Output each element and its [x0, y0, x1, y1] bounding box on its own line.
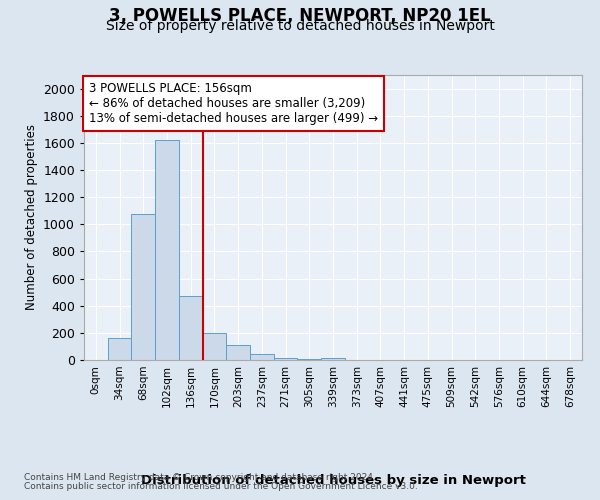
Bar — [203, 333, 226, 360]
Y-axis label: Number of detached properties: Number of detached properties — [25, 124, 38, 310]
Bar — [298, 359, 321, 360]
Text: 3, POWELLS PLACE, NEWPORT, NP20 1EL: 3, POWELLS PLACE, NEWPORT, NP20 1EL — [109, 8, 491, 26]
Bar — [108, 338, 131, 360]
Bar — [226, 346, 250, 360]
Text: 3 POWELLS PLACE: 156sqm
← 86% of detached houses are smaller (3,209)
13% of semi: 3 POWELLS PLACE: 156sqm ← 86% of detache… — [89, 82, 378, 125]
Bar — [274, 358, 298, 360]
Text: Size of property relative to detached houses in Newport: Size of property relative to detached ho… — [106, 19, 494, 33]
Bar — [179, 296, 203, 360]
Bar — [131, 214, 155, 360]
Bar — [321, 358, 345, 360]
Text: Contains public sector information licensed under the Open Government Licence v3: Contains public sector information licen… — [24, 482, 418, 491]
X-axis label: Distribution of detached houses by size in Newport: Distribution of detached houses by size … — [140, 474, 526, 486]
Bar — [155, 140, 179, 360]
Bar — [250, 354, 274, 360]
Text: Contains HM Land Registry data © Crown copyright and database right 2024.: Contains HM Land Registry data © Crown c… — [24, 472, 376, 482]
